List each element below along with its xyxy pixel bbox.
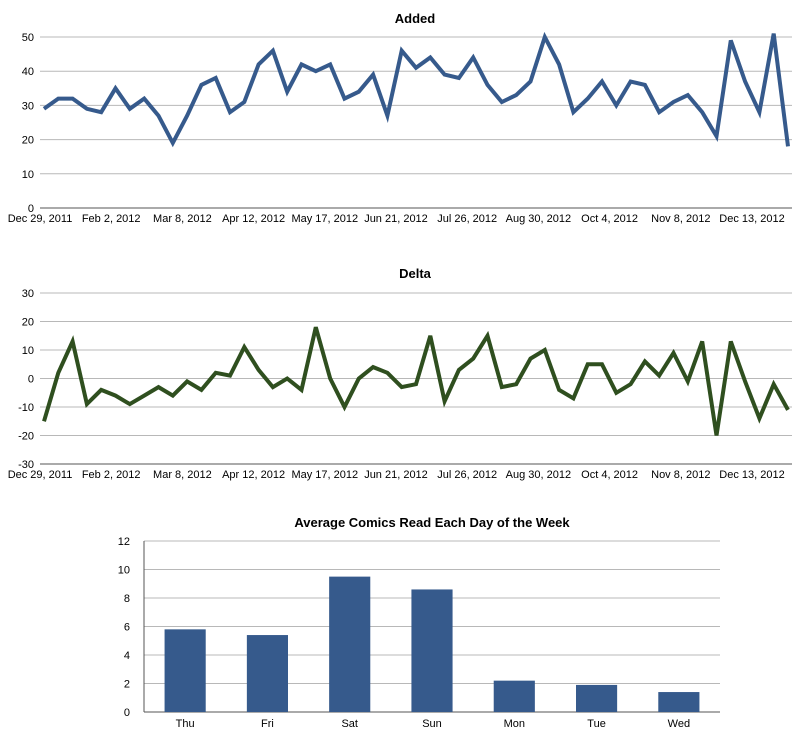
added-line-chart: Added 0 10 20 30 40 50 Dec 29, 2011 Feb 2, 201… bbox=[8, 11, 792, 225]
added-y-tick-label: 40 bbox=[22, 66, 34, 78]
delta-x-tick-label: Apr 12, 2012 bbox=[222, 469, 285, 481]
bar-y-tick-label: 6 bbox=[124, 622, 130, 634]
added-y-tick-label: 50 bbox=[22, 32, 34, 44]
delta-y-tick-label: 20 bbox=[22, 317, 34, 329]
bar-chart-title: Average Comics Read Each Day of the Week bbox=[294, 515, 570, 530]
delta-x-tick-label: Aug 30, 2012 bbox=[506, 469, 571, 481]
delta-series-line bbox=[42, 326, 790, 436]
bar-mon bbox=[493, 680, 535, 712]
delta-x-tick-label: Dec 29, 2011 bbox=[8, 469, 73, 481]
added-x-tick-label: Oct 4, 2012 bbox=[581, 213, 638, 225]
bar-y-tick-label: 2 bbox=[124, 679, 130, 691]
added-x-tick-label: Feb 2, 2012 bbox=[82, 213, 141, 225]
bar-thu bbox=[164, 629, 206, 712]
bar-y-tick-label: 10 bbox=[118, 565, 130, 577]
added-x-tick-label: Apr 12, 2012 bbox=[222, 213, 285, 225]
bar-sun bbox=[411, 589, 453, 712]
bar-y-tick-label: 0 bbox=[124, 707, 130, 719]
added-y-tick-label: 10 bbox=[22, 169, 34, 181]
bar-wed bbox=[658, 692, 700, 712]
delta-x-tick-label: Mar 8, 2012 bbox=[153, 469, 212, 481]
added-x-tick-label: Jun 21, 2012 bbox=[364, 213, 428, 225]
bar-x-tick-label: Mon bbox=[504, 718, 525, 730]
delta-y-tick-label: -10 bbox=[18, 402, 34, 414]
delta-line-chart: Delta -30 -20 -10 0 10 20 30 Dec 29, 2011 Feb 2… bbox=[8, 266, 792, 481]
added-x-tick-label: Nov 8, 2012 bbox=[651, 213, 710, 225]
delta-x-tick-label: May 17, 2012 bbox=[291, 469, 358, 481]
added-series-line bbox=[42, 31, 790, 148]
bar-x-tick-label: Wed bbox=[668, 718, 690, 730]
added-x-tick-label: May 17, 2012 bbox=[291, 213, 358, 225]
bar-x-tick-label: Sat bbox=[341, 718, 358, 730]
bar-sat bbox=[329, 576, 371, 712]
bar-x-tick-label: Thu bbox=[176, 718, 195, 730]
bar-x-tick-label: Tue bbox=[587, 718, 606, 730]
added-chart-title: Added bbox=[395, 11, 436, 26]
delta-x-tick-label: Dec 13, 2012 bbox=[719, 469, 784, 481]
added-y-tick-label: 20 bbox=[22, 135, 34, 147]
daily-average-bar-chart: Average Comics Read Each Day of the Week… bbox=[118, 515, 720, 730]
added-y-tick-label: 0 bbox=[28, 203, 34, 215]
delta-x-tick-label: Jul 26, 2012 bbox=[437, 469, 497, 481]
added-x-tick-label: Mar 8, 2012 bbox=[153, 213, 212, 225]
delta-x-tick-label: Oct 4, 2012 bbox=[581, 469, 638, 481]
delta-y-tick-label: -20 bbox=[18, 431, 34, 443]
bar-y-tick-label: 12 bbox=[118, 536, 130, 548]
bar-y-tick-label: 4 bbox=[124, 650, 130, 662]
added-x-tick-label: Dec 13, 2012 bbox=[719, 213, 784, 225]
delta-y-tick-label: 0 bbox=[28, 374, 34, 386]
delta-y-tick-label: 30 bbox=[22, 288, 34, 300]
added-x-tick-label: Jul 26, 2012 bbox=[437, 213, 497, 225]
added-y-tick-label: 30 bbox=[22, 100, 34, 112]
delta-x-tick-label: Jun 21, 2012 bbox=[364, 469, 428, 481]
delta-chart-title: Delta bbox=[399, 266, 432, 281]
delta-y-tick-label: 10 bbox=[22, 345, 34, 357]
delta-y-tick-label: -30 bbox=[18, 459, 34, 471]
bar-fri bbox=[246, 635, 288, 712]
added-x-tick-label: Dec 29, 2011 bbox=[8, 213, 73, 225]
bar-x-tick-label: Fri bbox=[261, 718, 274, 730]
delta-x-tick-label: Nov 8, 2012 bbox=[651, 469, 710, 481]
added-x-tick-label: Aug 30, 2012 bbox=[506, 213, 571, 225]
bar-x-tick-label: Sun bbox=[422, 718, 442, 730]
delta-x-tick-label: Feb 2, 2012 bbox=[82, 469, 141, 481]
bar-y-tick-label: 8 bbox=[124, 593, 130, 605]
bar-tue bbox=[576, 684, 618, 712]
